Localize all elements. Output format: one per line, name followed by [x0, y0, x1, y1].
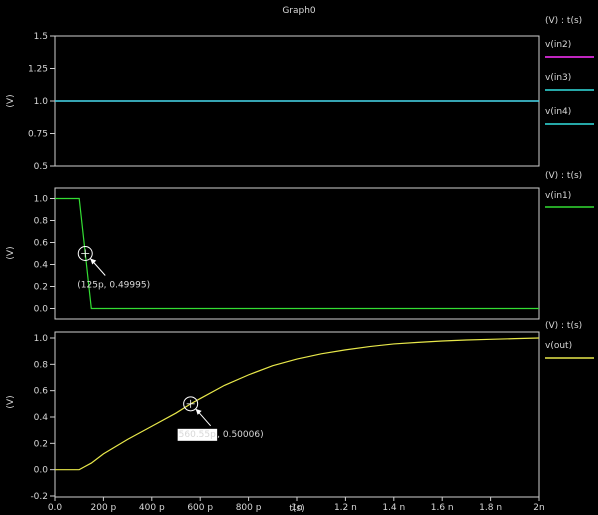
y-tick-label: 0.6: [34, 387, 49, 397]
x-tick-label: 400 p: [139, 503, 165, 513]
legend-header-1: (V) : t(s): [545, 16, 582, 26]
x-tick-label: 800 p: [236, 503, 262, 513]
legend-label-out[interactable]: v(out): [545, 341, 572, 351]
y-tick-label: 1.25: [28, 65, 48, 75]
y-tick-label: 0.75: [28, 130, 48, 140]
y-tick-label: 0.0: [34, 305, 49, 315]
x-tick-label: 1.2 n: [334, 503, 357, 513]
x-tick-label: 200 p: [91, 503, 117, 513]
y-tick-label: 1.0: [34, 97, 49, 107]
marker-circle[interactable]: [77, 246, 93, 262]
y-tick-label: 1.0: [34, 195, 49, 205]
y-tick-label: 0.4: [34, 261, 49, 271]
x-tick-label: 1.8 n: [479, 503, 502, 513]
y-axis-label-3: (V): [6, 395, 16, 408]
y-tick-label: 1.5: [34, 32, 48, 42]
marker-label-highlight: [177, 428, 218, 441]
y-tick-label: 0.2: [34, 283, 48, 293]
marker-label: (125p, 0.49995): [77, 281, 150, 291]
trace-v-out[interactable]: [55, 337, 540, 471]
marker-arrowhead: [90, 258, 97, 265]
legend-label-in2[interactable]: v(in2): [545, 40, 571, 50]
marker-label-y: , 0.50006): [217, 430, 263, 440]
y-tick-label: 0.8: [34, 217, 49, 227]
x-tick-label: 2n: [533, 503, 544, 513]
panel-3-frame[interactable]: [54, 331, 540, 498]
axis-ticks: 1.5 1.25 1.0 0.75 0.5 1.0 0.8 0.6 0.4 0.2 0.0 1.0 0.…: [28, 32, 545, 513]
x-tick-label: 1n: [291, 503, 302, 513]
marker-label-x: 560.55p: [179, 430, 216, 440]
y-tick-label: 0.8: [34, 360, 49, 370]
x-axis-label: t(s): [289, 504, 304, 514]
y-tick-label: 0.6: [34, 239, 49, 249]
y-tick-label: 0.4: [34, 413, 49, 423]
marker-circle[interactable]: [183, 396, 199, 412]
marker-arrowhead: [195, 408, 202, 415]
window-title: Graph0: [282, 6, 316, 16]
y-tick-label: 0.2: [34, 439, 48, 449]
trace-v-in1[interactable]: [55, 197, 539, 310]
x-tick-label: 1.4 n: [382, 503, 405, 513]
x-tick-label: 0.0: [48, 503, 63, 513]
legend-label-in1[interactable]: v(in1): [545, 191, 571, 201]
x-tick-label: 1.6 n: [431, 503, 454, 513]
y-tick-label: 0.0: [34, 466, 49, 476]
y-tick-label: -0.2: [30, 492, 48, 502]
y-axis-label-2: (V): [6, 246, 16, 259]
legend-label-in4[interactable]: v(in4): [545, 107, 571, 117]
x-tick-label: 600 p: [187, 503, 213, 513]
legend-label-in3[interactable]: v(in3): [545, 73, 571, 83]
y-tick-label: 0.5: [34, 162, 48, 172]
y-axis-label-1: (V): [6, 94, 16, 107]
markers: (125p, 0.49995) 560.55p, 0.50006): [77, 246, 264, 441]
legend-header-2: (V) : t(s): [545, 171, 582, 181]
legend-header-3: (V) : t(s): [545, 321, 582, 331]
y-tick-label: 1.0: [34, 334, 49, 344]
panel-2-frame[interactable]: [54, 187, 540, 320]
